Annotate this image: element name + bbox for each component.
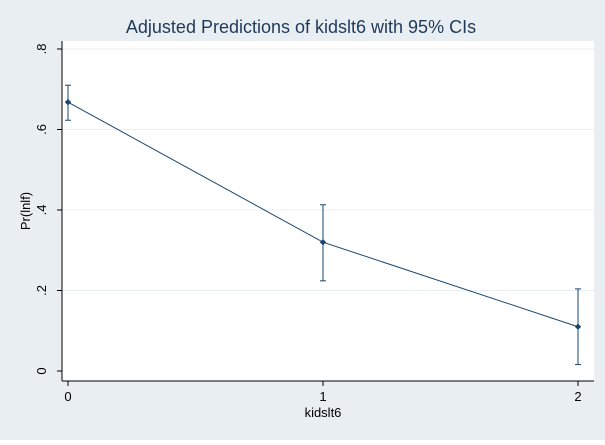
x-axis-label: kidslt6 xyxy=(305,405,342,420)
data-point-1 xyxy=(319,239,327,246)
y-tick-label-3: .6 xyxy=(34,124,49,135)
x-tick-label-2: 2 xyxy=(574,389,581,404)
y-tick-label-2: .4 xyxy=(34,205,49,216)
y-axis-label: Pr(lnlf) xyxy=(18,192,33,230)
tick-labels: 0 .2 .4 .6 .8 0 1 2 xyxy=(34,44,582,404)
data-point-0 xyxy=(64,98,72,106)
y-tick-label-4: .8 xyxy=(34,44,49,55)
axes xyxy=(57,41,594,386)
series-group xyxy=(64,84,582,366)
x-tick-label-1: 1 xyxy=(319,389,326,404)
x-tick-label-0: 0 xyxy=(64,389,71,404)
data-point-2 xyxy=(574,323,582,330)
plot-area xyxy=(62,41,594,381)
y-tick-label-1: .2 xyxy=(34,285,49,296)
y-tick-label-0: 0 xyxy=(34,367,49,374)
chart-title: Adjusted Predictions of kidslt6 with 95%… xyxy=(126,17,476,37)
grid-lines xyxy=(62,48,594,291)
